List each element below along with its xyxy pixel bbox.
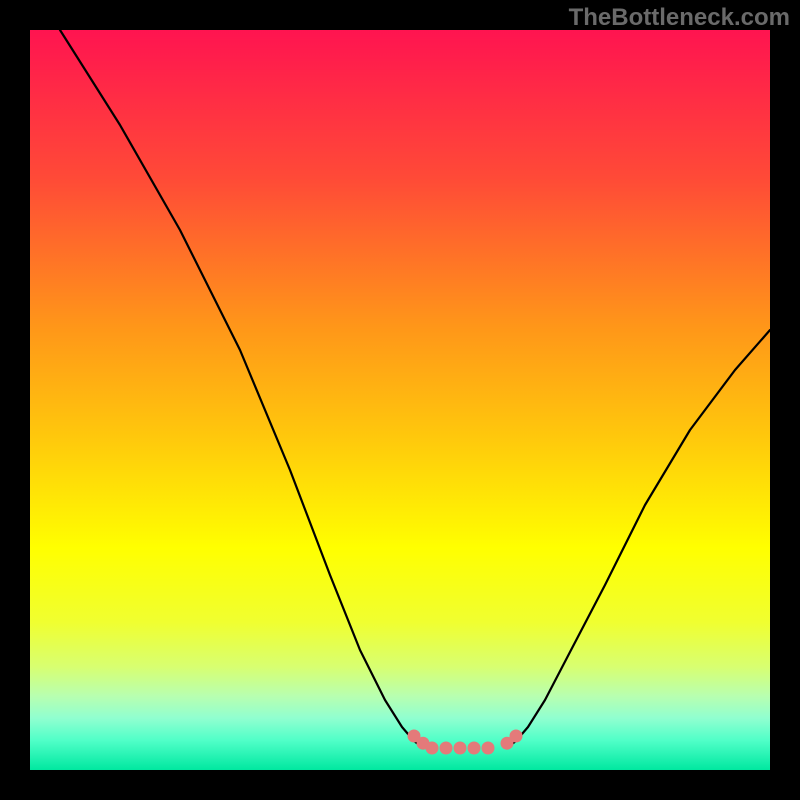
valley-marker-dot <box>454 742 467 755</box>
left-curve <box>60 30 422 747</box>
valley-marker-dot <box>440 742 453 755</box>
valley-marker-dot <box>482 742 495 755</box>
valley-marker-dot <box>510 730 523 743</box>
valley-marker-dot <box>468 742 481 755</box>
watermark-text: TheBottleneck.com <box>569 4 790 32</box>
valley-marker-run <box>408 730 523 755</box>
chart-frame: TheBottleneck.com <box>0 0 800 800</box>
valley-marker-dot <box>426 742 439 755</box>
chart-svg <box>0 0 800 800</box>
right-curve <box>508 330 770 747</box>
